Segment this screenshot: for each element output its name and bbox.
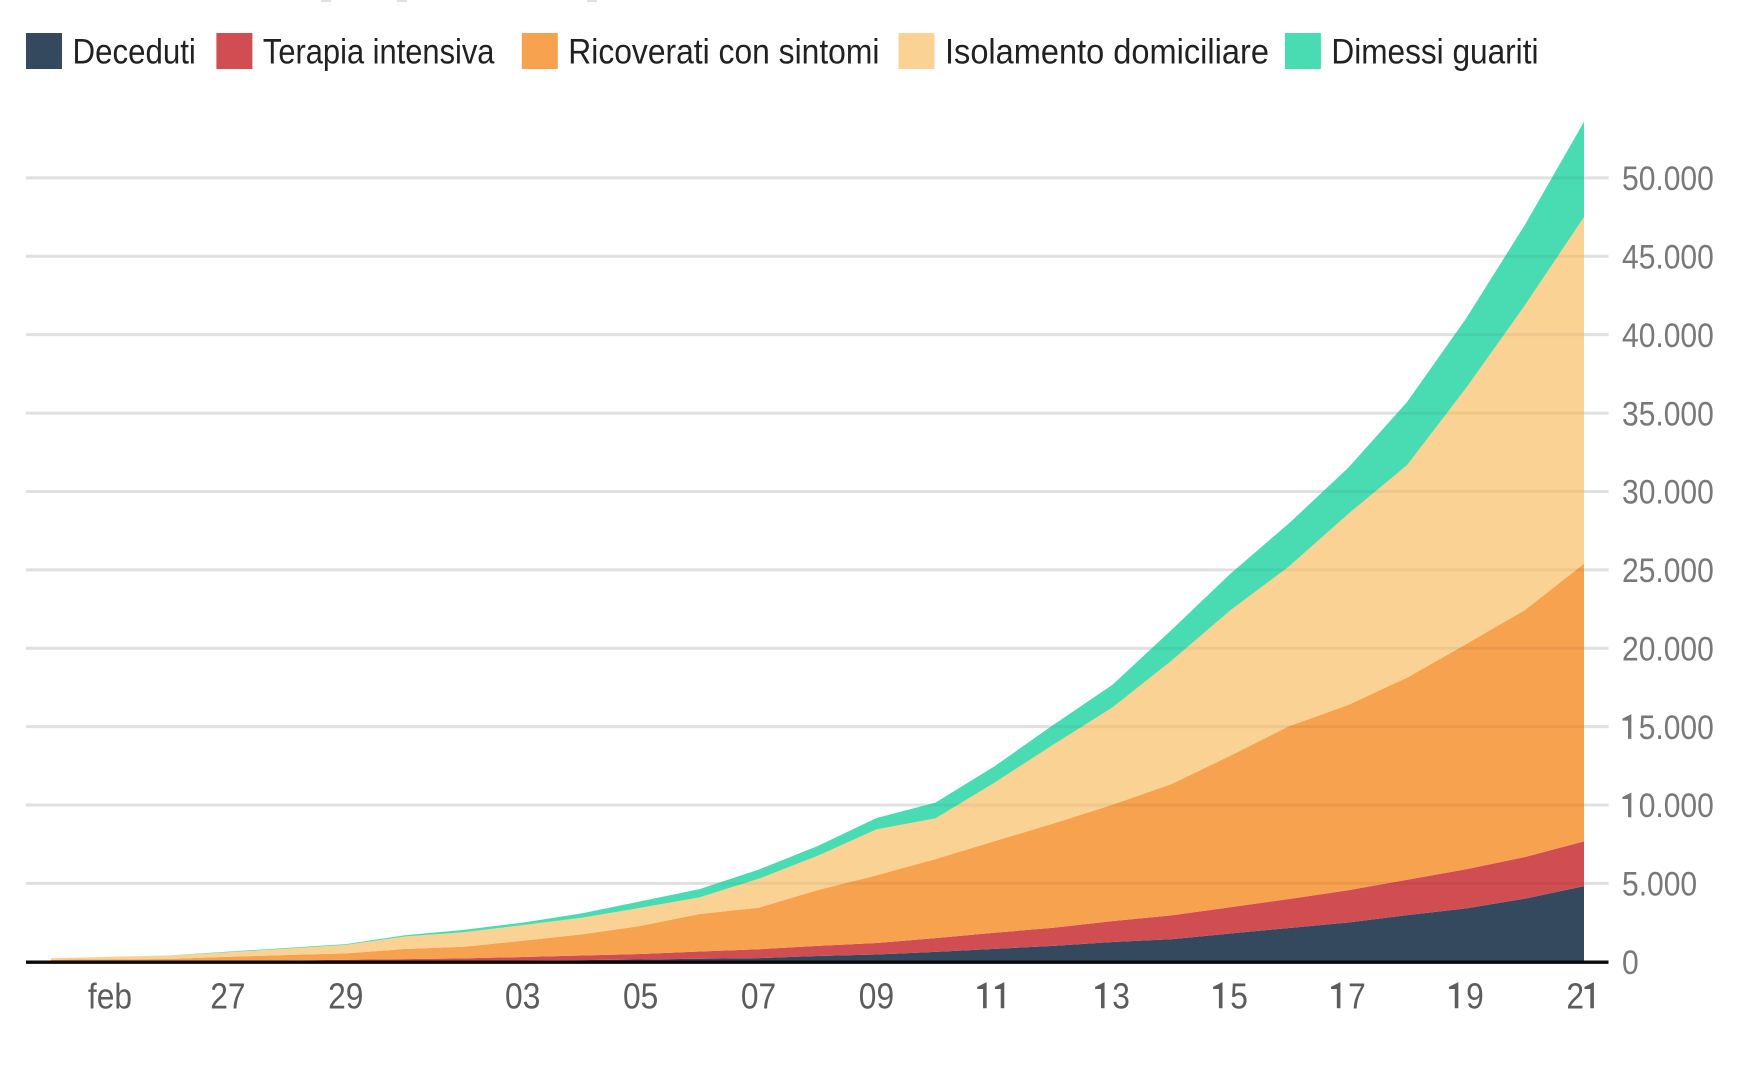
svg-text:2: 2: [1566, 976, 1584, 1017]
svg-text:0.000: 0.000: [1639, 786, 1714, 824]
svg-text:25.000: 25.000: [1622, 551, 1714, 589]
svg-text:5.000: 5.000: [1639, 708, 1714, 746]
svg-text:09: 09: [859, 976, 894, 1017]
svg-text:Ricoverati con sintomi: Ricoverati con sintomi: [568, 33, 879, 72]
svg-text:Deceduti: Deceduti: [73, 33, 196, 72]
svg-text:27: 27: [210, 976, 245, 1017]
svg-text:0: 0: [1622, 943, 1639, 981]
svg-text:Dimessi guariti: Dimessi guariti: [1331, 33, 1538, 72]
svg-text:45.000: 45.000: [1622, 238, 1714, 276]
svg-text:feb: feb: [88, 976, 132, 1017]
svg-text:35.000: 35.000: [1622, 394, 1714, 432]
svg-text:29: 29: [328, 976, 363, 1017]
svg-text:7: 7: [1348, 976, 1366, 1017]
svg-text:40.000: 40.000: [1622, 316, 1714, 354]
svg-text:Terapia intensiva: Terapia intensiva: [263, 32, 495, 71]
svg-text:50.000: 50.000: [1622, 159, 1714, 197]
svg-text:05: 05: [623, 976, 658, 1017]
svg-text:Isolamento domiciliare: Isolamento domiciliare: [945, 33, 1269, 72]
svg-text:3: 3: [1112, 976, 1130, 1017]
svg-text:5.000: 5.000: [1622, 865, 1697, 903]
svg-text:20.000: 20.000: [1622, 629, 1714, 667]
svg-text:5: 5: [1230, 976, 1248, 1017]
svg-text:30.000: 30.000: [1622, 473, 1714, 511]
svg-text:03: 03: [505, 976, 540, 1017]
svg-text:07: 07: [741, 976, 776, 1017]
svg-text:9: 9: [1466, 976, 1484, 1017]
